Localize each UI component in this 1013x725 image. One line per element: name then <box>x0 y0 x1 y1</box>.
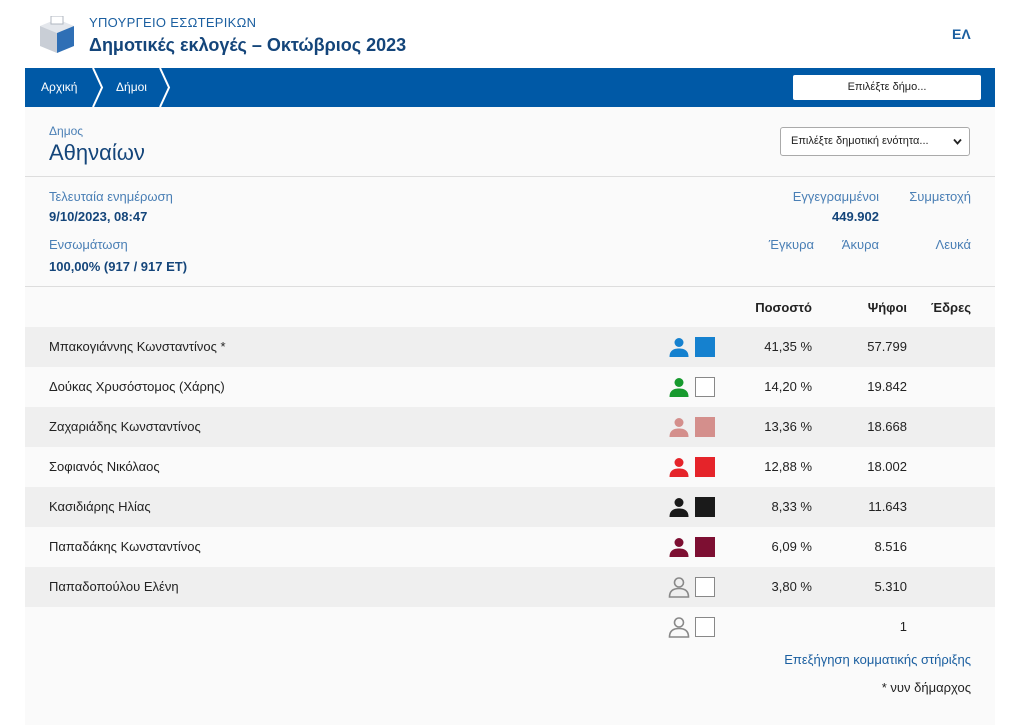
breadcrumb-home[interactable]: Αρχική <box>41 80 78 94</box>
app-header: ΥΠΟΥΡΓΕΙΟ ΕΣΩΤΕΡΙΚΩΝ Δημοτικές εκλογές –… <box>0 0 1013 68</box>
votes-value: 5.310 <box>874 579 907 594</box>
registered-value: 449.902 <box>832 209 879 224</box>
person-icon <box>669 338 689 357</box>
percent-value: 6,09 % <box>771 539 812 554</box>
municipal-unit-select-value: Επιλέξτε δημοτική ενότητα... <box>791 135 929 147</box>
candidate-name: Παπαδάκης Κωνσταντίνος <box>49 539 201 554</box>
percent-value: 12,88 % <box>764 459 812 474</box>
table-row: Δούκας Χρυσόστομος (Χάρης) 14,20 % 19.842 <box>25 367 995 407</box>
table-row: Κασιδιάρης Ηλίας 8,33 % 11.643 <box>25 487 995 527</box>
blank-label: Λευκά <box>935 237 971 252</box>
last-update-label: Τελευταία ενημέρωση <box>49 189 173 204</box>
table-row: Ζαχαριάδης Κωνσταντίνος 13,36 % 18.668 <box>25 407 995 447</box>
party-color-swatch <box>695 497 715 517</box>
person-icon <box>668 577 690 598</box>
candidate-name: Σοφιανός Νικόλαος <box>49 459 160 474</box>
percent-header: Ποσοστό <box>755 300 812 315</box>
votes-value: 11.643 <box>868 499 907 514</box>
chevron-right-icon <box>159 68 171 107</box>
percent-value: 3,80 % <box>771 579 812 594</box>
votes-value: 18.002 <box>867 459 907 474</box>
person-icon <box>669 498 689 517</box>
percent-value: 14,20 % <box>764 379 812 394</box>
chevron-right-icon <box>92 68 104 107</box>
votes-header: Ψήφοι <box>867 300 907 315</box>
party-color-swatch <box>695 377 715 397</box>
table-row: Παπαδοπούλου Ελένη 3,80 % 5.310 <box>25 567 995 607</box>
municipality-name: Αθηναίων <box>49 140 145 165</box>
party-support-link[interactable]: Επεξήγηση κομματικής στήριξης <box>784 652 971 667</box>
votes-value: 8.516 <box>874 539 907 554</box>
divider <box>25 176 995 177</box>
person-icon <box>669 418 689 437</box>
party-color-swatch <box>695 577 715 597</box>
candidate-name: Παπαδοπούλου Ελένη <box>49 579 179 594</box>
results-panel: Δημος Αθηναίων Επιλέξτε δημοτική ενότητα… <box>25 107 995 725</box>
valid-label: Έγκυρα <box>768 237 814 252</box>
table-row: Μπακογιάννης Κωνσταντίνος * 41,35 % 57.799 <box>25 327 995 367</box>
person-icon <box>669 378 689 397</box>
table-row: Σοφιανός Νικόλαος 12,88 % 18.002 <box>25 447 995 487</box>
candidate-name: Ζαχαριάδης Κωνσταντίνος <box>49 419 201 434</box>
municipal-unit-select[interactable]: Επιλέξτε δημοτική ενότητα... <box>780 127 970 156</box>
divider <box>25 286 995 287</box>
party-color-swatch <box>695 617 715 637</box>
last-update-value: 9/10/2023, 08:47 <box>49 209 148 224</box>
breadcrumb: Αρχική Δήμοι Επιλέξτε δήμο... <box>25 68 995 107</box>
percent-value: 8,33 % <box>771 499 812 514</box>
integration-value: 100,00% (917 / 917 ΕΤ) <box>49 259 188 274</box>
seats-header: Έδρες <box>931 300 971 315</box>
votes-value: 19.842 <box>867 379 907 394</box>
party-color-swatch <box>695 337 715 357</box>
table-row: 1 <box>25 607 995 647</box>
party-color-swatch <box>695 417 715 437</box>
ministry-name: ΥΠΟΥΡΓΕΙΟ ΕΣΩΤΕΡΙΚΩΝ <box>89 15 257 30</box>
chevron-down-icon <box>953 138 962 145</box>
breadcrumb-municipalities[interactable]: Δήμοι <box>116 80 147 94</box>
turnout-label: Συμμετοχή <box>909 189 971 204</box>
votes-value: 1 <box>899 619 907 634</box>
votes-value: 57.799 <box>867 339 907 354</box>
candidate-name: Κασιδιάρης Ηλίας <box>49 499 151 514</box>
person-icon <box>668 617 690 638</box>
candidate-name: Δούκας Χρυσόστομος (Χάρης) <box>49 379 225 394</box>
footnote: * νυν δήμαρχος <box>881 680 971 695</box>
votes-value: 18.668 <box>867 419 907 434</box>
candidate-name: Μπακογιάννης Κωνσταντίνος * <box>49 339 226 354</box>
invalid-label: Άκυρα <box>841 237 879 252</box>
percent-value: 13,36 % <box>764 419 812 434</box>
person-icon <box>669 538 689 557</box>
language-switch[interactable]: ΕΛ <box>952 26 971 42</box>
table-row: Παπαδάκης Κωνσταντίνος 6,09 % 8.516 <box>25 527 995 567</box>
party-color-swatch <box>695 457 715 477</box>
party-color-swatch <box>695 537 715 557</box>
select-municipality-button[interactable]: Επιλέξτε δήμο... <box>793 75 981 100</box>
person-icon <box>669 458 689 477</box>
ballot-box-icon <box>40 16 74 53</box>
integration-label: Ενσωμάτωση <box>49 237 128 252</box>
registered-label: Εγγεγραμμένοι <box>792 189 879 204</box>
percent-value: 41,35 % <box>764 339 812 354</box>
page-title: Δημοτικές εκλογές – Οκτώβριος 2023 <box>89 35 407 55</box>
municipality-label: Δημος <box>49 124 84 138</box>
